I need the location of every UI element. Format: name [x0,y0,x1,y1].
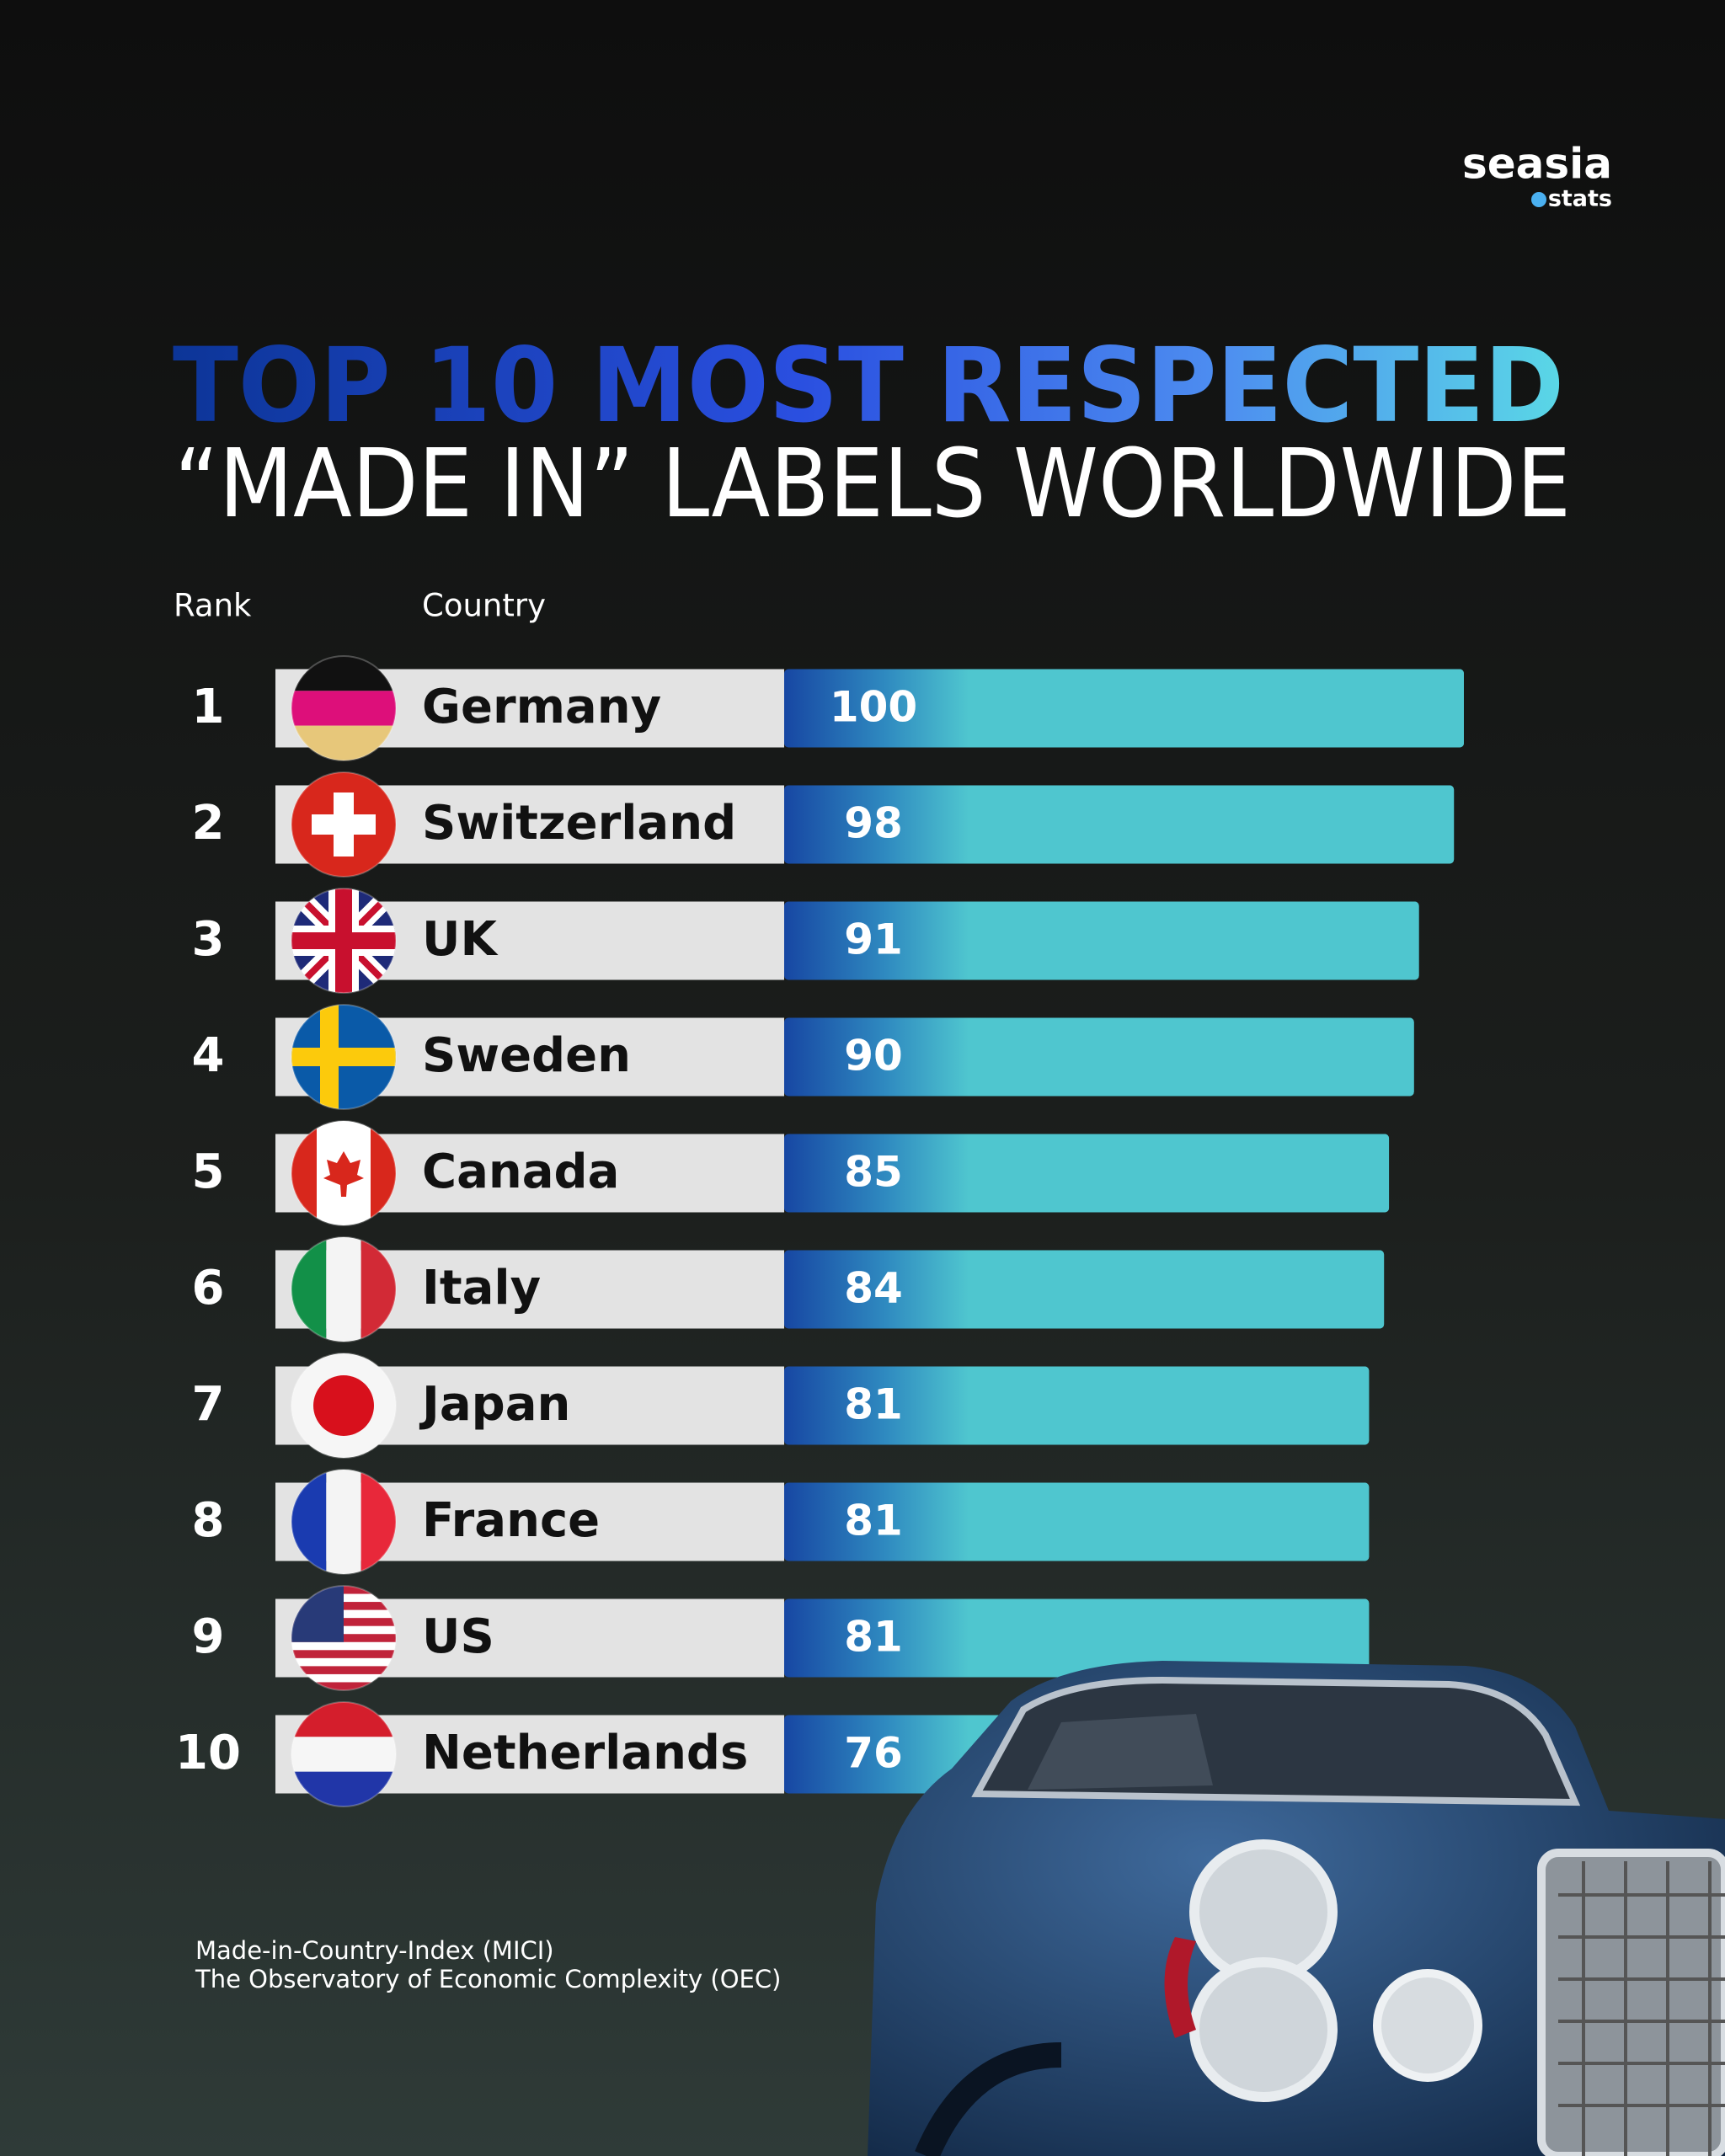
row: 3 UK 91 [192,888,1419,994]
row: 9 US 81 [192,1585,1370,1691]
flag-part [291,1682,396,1690]
country-name: France [422,1493,600,1548]
flag-part [323,1151,364,1197]
flag-part [291,932,396,949]
country-name: Germany [422,680,661,734]
chart-subtitle: “MADE IN” LABELS WORLDWIDE [174,430,1571,539]
value-label: 90 [844,1032,903,1081]
value-label: 81 [844,1613,903,1662]
country-name: US [422,1609,494,1664]
country-name: UK [422,912,499,967]
flag-rim [291,1004,397,1110]
flag-rim [291,1701,397,1807]
rank: 6 [192,1261,225,1315]
flag-part [313,1375,374,1436]
value-label: 81 [844,1380,903,1429]
bar-tint [969,901,1419,980]
source-line: The Observatory of Economic Complexity (… [195,1965,781,1993]
bar-tint [969,1366,1370,1445]
flag-rim [291,1236,397,1342]
row: 1 Germany 100 [192,655,1464,761]
value-label: 84 [844,1264,903,1313]
bar-tint [969,785,1455,864]
flag-part [291,1737,396,1772]
row: 2 Switzerland 98 [192,771,1455,878]
rank: 10 [175,1726,241,1780]
flag [291,889,396,993]
bar-tint [969,1598,1370,1678]
value-label: 98 [844,799,903,848]
source-line: Made-in-Country-Index (MICI) [195,1936,554,1965]
value-label: 91 [844,915,903,964]
flag-rim [291,1585,397,1691]
flag-part [291,691,396,726]
country-name: Canada [422,1145,619,1199]
row: 5 Canada 85 [192,1120,1390,1226]
flag-part [326,1237,361,1342]
country-name: Sweden [422,1028,631,1083]
flag [291,1353,396,1458]
flag-part [291,1657,396,1667]
rank: 7 [192,1377,225,1432]
flag-rim [291,655,397,761]
bar-tint [969,1017,1414,1097]
row: 4 Sweden 90 [192,1004,1414,1110]
row: 8 France 81 [192,1469,1370,1575]
flag-part [312,814,376,835]
bar-tint [969,1482,1370,1561]
rank-header: Rank [174,588,252,624]
flag-part [291,1650,396,1659]
value-label: 81 [844,1497,903,1545]
flag-part [291,1673,396,1683]
flag-rim [291,1353,397,1459]
row: 7 Japan 81 [192,1353,1370,1459]
rank: 8 [192,1493,225,1548]
flag-rim [291,888,397,994]
brand-name: seasia [1462,140,1612,189]
car-illustration [868,1661,1725,2156]
row: 6 Italy 84 [192,1236,1385,1342]
bar-tint [969,1134,1390,1213]
rank: 4 [192,1028,225,1083]
country-name: Switzerland [422,796,736,851]
rank: 1 [192,680,225,734]
brand-dot [1531,192,1546,207]
bar-tint [969,1250,1385,1329]
flag [291,1005,396,1109]
flag-part [326,1470,361,1574]
flag-part [291,1048,396,1066]
bar-tint [969,669,1464,748]
flag-part [291,1666,396,1675]
country-name: Japan [419,1377,570,1432]
flag-rim [291,1120,397,1226]
rank: 9 [192,1609,225,1664]
flag-rim [291,1469,397,1575]
flag-rim [291,771,397,878]
country-name: Italy [422,1261,541,1315]
flag [291,772,396,877]
value-label: 76 [844,1729,903,1778]
country-name: Netherlands [422,1726,748,1780]
rank: 2 [192,796,225,851]
country-header: Country [422,588,546,624]
chart-title: TOP 10 MOST RESPECTED [173,326,1564,446]
brand-sub: stats [1548,186,1612,212]
value-label: 85 [844,1148,903,1197]
rank: 3 [192,912,225,967]
value-label: 100 [830,683,917,732]
flag-part [291,1641,396,1651]
rank: 5 [192,1145,225,1199]
